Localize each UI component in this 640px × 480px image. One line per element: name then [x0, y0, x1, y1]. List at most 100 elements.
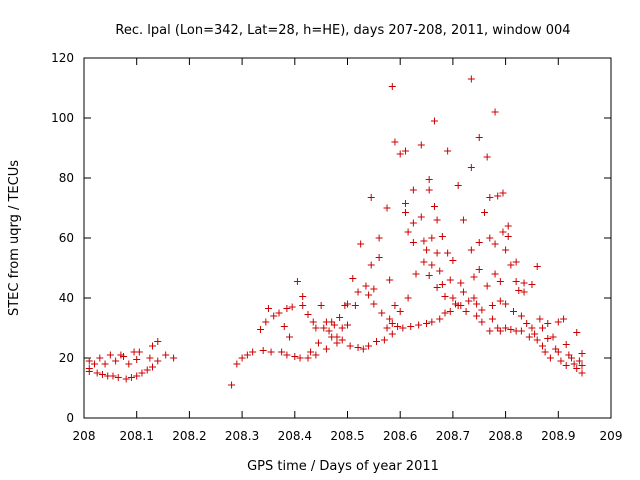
data-point — [475, 134, 483, 141]
x-tick-label: 208.3 — [225, 429, 259, 443]
data-point — [457, 279, 465, 287]
data-point — [233, 360, 241, 368]
data-point — [401, 200, 409, 207]
data-point — [467, 246, 475, 254]
x-tick-label: 208 — [73, 429, 96, 443]
data-point — [325, 327, 333, 335]
data-point — [362, 282, 370, 290]
data-point — [465, 297, 473, 305]
data-point — [257, 326, 265, 333]
data-point — [425, 272, 433, 279]
data-point — [109, 372, 117, 380]
data-point — [133, 356, 141, 363]
data-point — [483, 153, 491, 161]
data-point — [154, 338, 162, 345]
data-point — [391, 138, 399, 146]
x-tick-label: 208.1 — [120, 429, 154, 443]
y-axis-label: STEC from uqrg / TECUs — [7, 160, 22, 316]
data-point — [446, 308, 454, 315]
data-point — [533, 336, 541, 344]
data-point — [575, 357, 583, 365]
data-point — [517, 312, 525, 320]
data-point — [394, 323, 402, 330]
data-point — [407, 323, 415, 330]
data-point — [412, 270, 420, 278]
data-point — [375, 234, 383, 242]
data-point — [349, 275, 357, 282]
data-point — [491, 270, 499, 278]
data-point — [444, 249, 452, 257]
data-point — [538, 324, 546, 332]
data-point — [554, 348, 562, 356]
data-point — [317, 302, 325, 309]
data-point — [528, 324, 536, 332]
data-point — [135, 348, 143, 356]
data-point — [338, 324, 346, 332]
data-point — [486, 327, 494, 335]
data-point — [344, 300, 351, 308]
x-tick-label: 208.9 — [541, 429, 575, 443]
data-point — [502, 324, 510, 332]
data-point — [367, 194, 375, 201]
y-tick-label: 100 — [51, 111, 74, 125]
x-tick-label: 208.7 — [436, 429, 470, 443]
y-tick-label: 60 — [59, 231, 74, 245]
data-point — [533, 263, 541, 270]
data-point — [365, 342, 373, 350]
x-tick-label: 209 — [600, 429, 623, 443]
data-point — [496, 297, 504, 305]
data-point — [507, 261, 515, 269]
data-point — [523, 320, 531, 327]
data-point — [259, 347, 267, 354]
data-point — [359, 345, 367, 353]
data-point — [351, 302, 359, 309]
data-point — [507, 326, 515, 333]
data-point — [283, 305, 291, 312]
data-point — [367, 261, 375, 269]
data-point — [365, 291, 373, 299]
data-point — [486, 234, 494, 242]
data-point — [333, 333, 341, 341]
data-point — [520, 288, 528, 296]
data-point — [473, 312, 481, 320]
data-point — [386, 276, 394, 284]
data-point — [546, 354, 554, 362]
data-point — [391, 302, 399, 309]
data-point — [433, 284, 441, 291]
data-point — [525, 333, 533, 341]
data-point — [293, 278, 301, 285]
data-point — [502, 246, 510, 254]
data-point — [375, 254, 383, 261]
data-point — [436, 315, 444, 323]
data-point — [486, 194, 494, 201]
data-point — [354, 344, 362, 351]
data-point — [570, 360, 578, 368]
data-point — [299, 293, 307, 300]
data-point — [415, 321, 423, 329]
data-point — [502, 300, 510, 308]
data-point — [560, 315, 568, 323]
data-point — [481, 209, 489, 216]
data-point — [430, 117, 438, 125]
data-point — [417, 213, 425, 221]
data-point — [544, 320, 552, 327]
data-point — [541, 348, 549, 356]
plot-frame — [83, 57, 612, 419]
data-point — [404, 294, 412, 302]
data-point — [304, 311, 312, 318]
y-tick-label: 20 — [59, 351, 74, 365]
data-point — [459, 216, 467, 224]
data-point — [441, 309, 449, 317]
data-point — [101, 360, 109, 368]
x-tick-label: 208.5 — [330, 429, 364, 443]
y-tick-label: 120 — [51, 51, 74, 65]
data-point — [133, 372, 141, 380]
data-point — [309, 318, 317, 326]
data-point — [354, 288, 362, 296]
data-point — [378, 309, 386, 317]
data-point — [491, 240, 499, 248]
data-point — [562, 362, 570, 369]
data-point — [283, 351, 291, 359]
data-point — [554, 318, 562, 326]
data-point — [396, 150, 404, 158]
